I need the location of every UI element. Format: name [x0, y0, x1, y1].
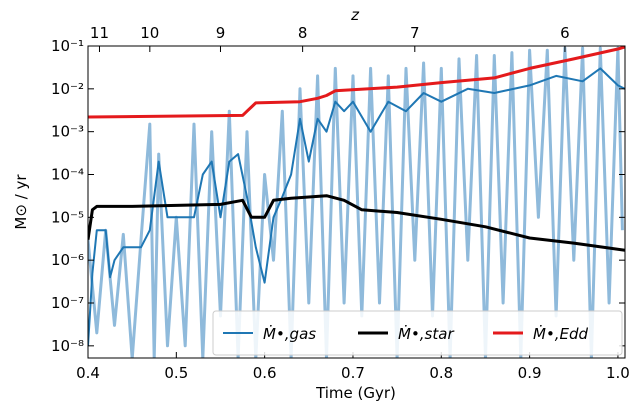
x-tick-label: 1.0 — [606, 364, 630, 382]
y-tick-label: 10⁻⁸ — [51, 337, 84, 355]
y-tick-label: 10⁻⁷ — [51, 294, 84, 312]
y-tick-label: 10⁻² — [51, 80, 84, 98]
legend-label: Ṁ•,Edd — [533, 324, 589, 343]
y-tick-label: 10⁻⁴ — [51, 166, 84, 184]
y-axis-label: M⊙ / yr — [12, 174, 30, 230]
series-line — [88, 46, 625, 119]
x-tick-label: 0.5 — [164, 364, 188, 382]
top-tick-label: 11 — [90, 24, 109, 42]
y-tick-label: 10⁻³ — [51, 123, 84, 141]
series-line — [88, 46, 624, 358]
top-tick-label: 9 — [216, 24, 226, 42]
plot-area — [88, 46, 625, 358]
x-tick-label: 0.9 — [518, 364, 542, 382]
y-tick-label: 10⁻⁶ — [51, 251, 84, 269]
plot-frame — [87, 45, 626, 359]
x-tick-label: 0.4 — [76, 364, 100, 382]
x-axis-label: Time (Gyr) — [315, 384, 396, 402]
top-tick-label: 8 — [298, 24, 308, 42]
x-tick-label: 0.6 — [253, 364, 277, 382]
y-tick-label: 10⁻¹ — [51, 37, 84, 55]
legend-label: Ṁ•,star — [398, 324, 454, 343]
top-tick-label: 7 — [410, 24, 420, 42]
top-tick-label: 10 — [140, 24, 159, 42]
series-line — [88, 67, 625, 346]
top-axis-label: z — [350, 6, 360, 24]
top-tick-label: 6 — [560, 24, 570, 42]
legend-box — [212, 310, 623, 356]
x-tick-label: 0.7 — [341, 364, 365, 382]
legend-label: Ṁ•,gas — [263, 324, 316, 343]
series-line — [88, 194, 625, 252]
x-tick-label: 0.8 — [429, 364, 453, 382]
y-tick-label: 10⁻⁵ — [51, 208, 84, 226]
